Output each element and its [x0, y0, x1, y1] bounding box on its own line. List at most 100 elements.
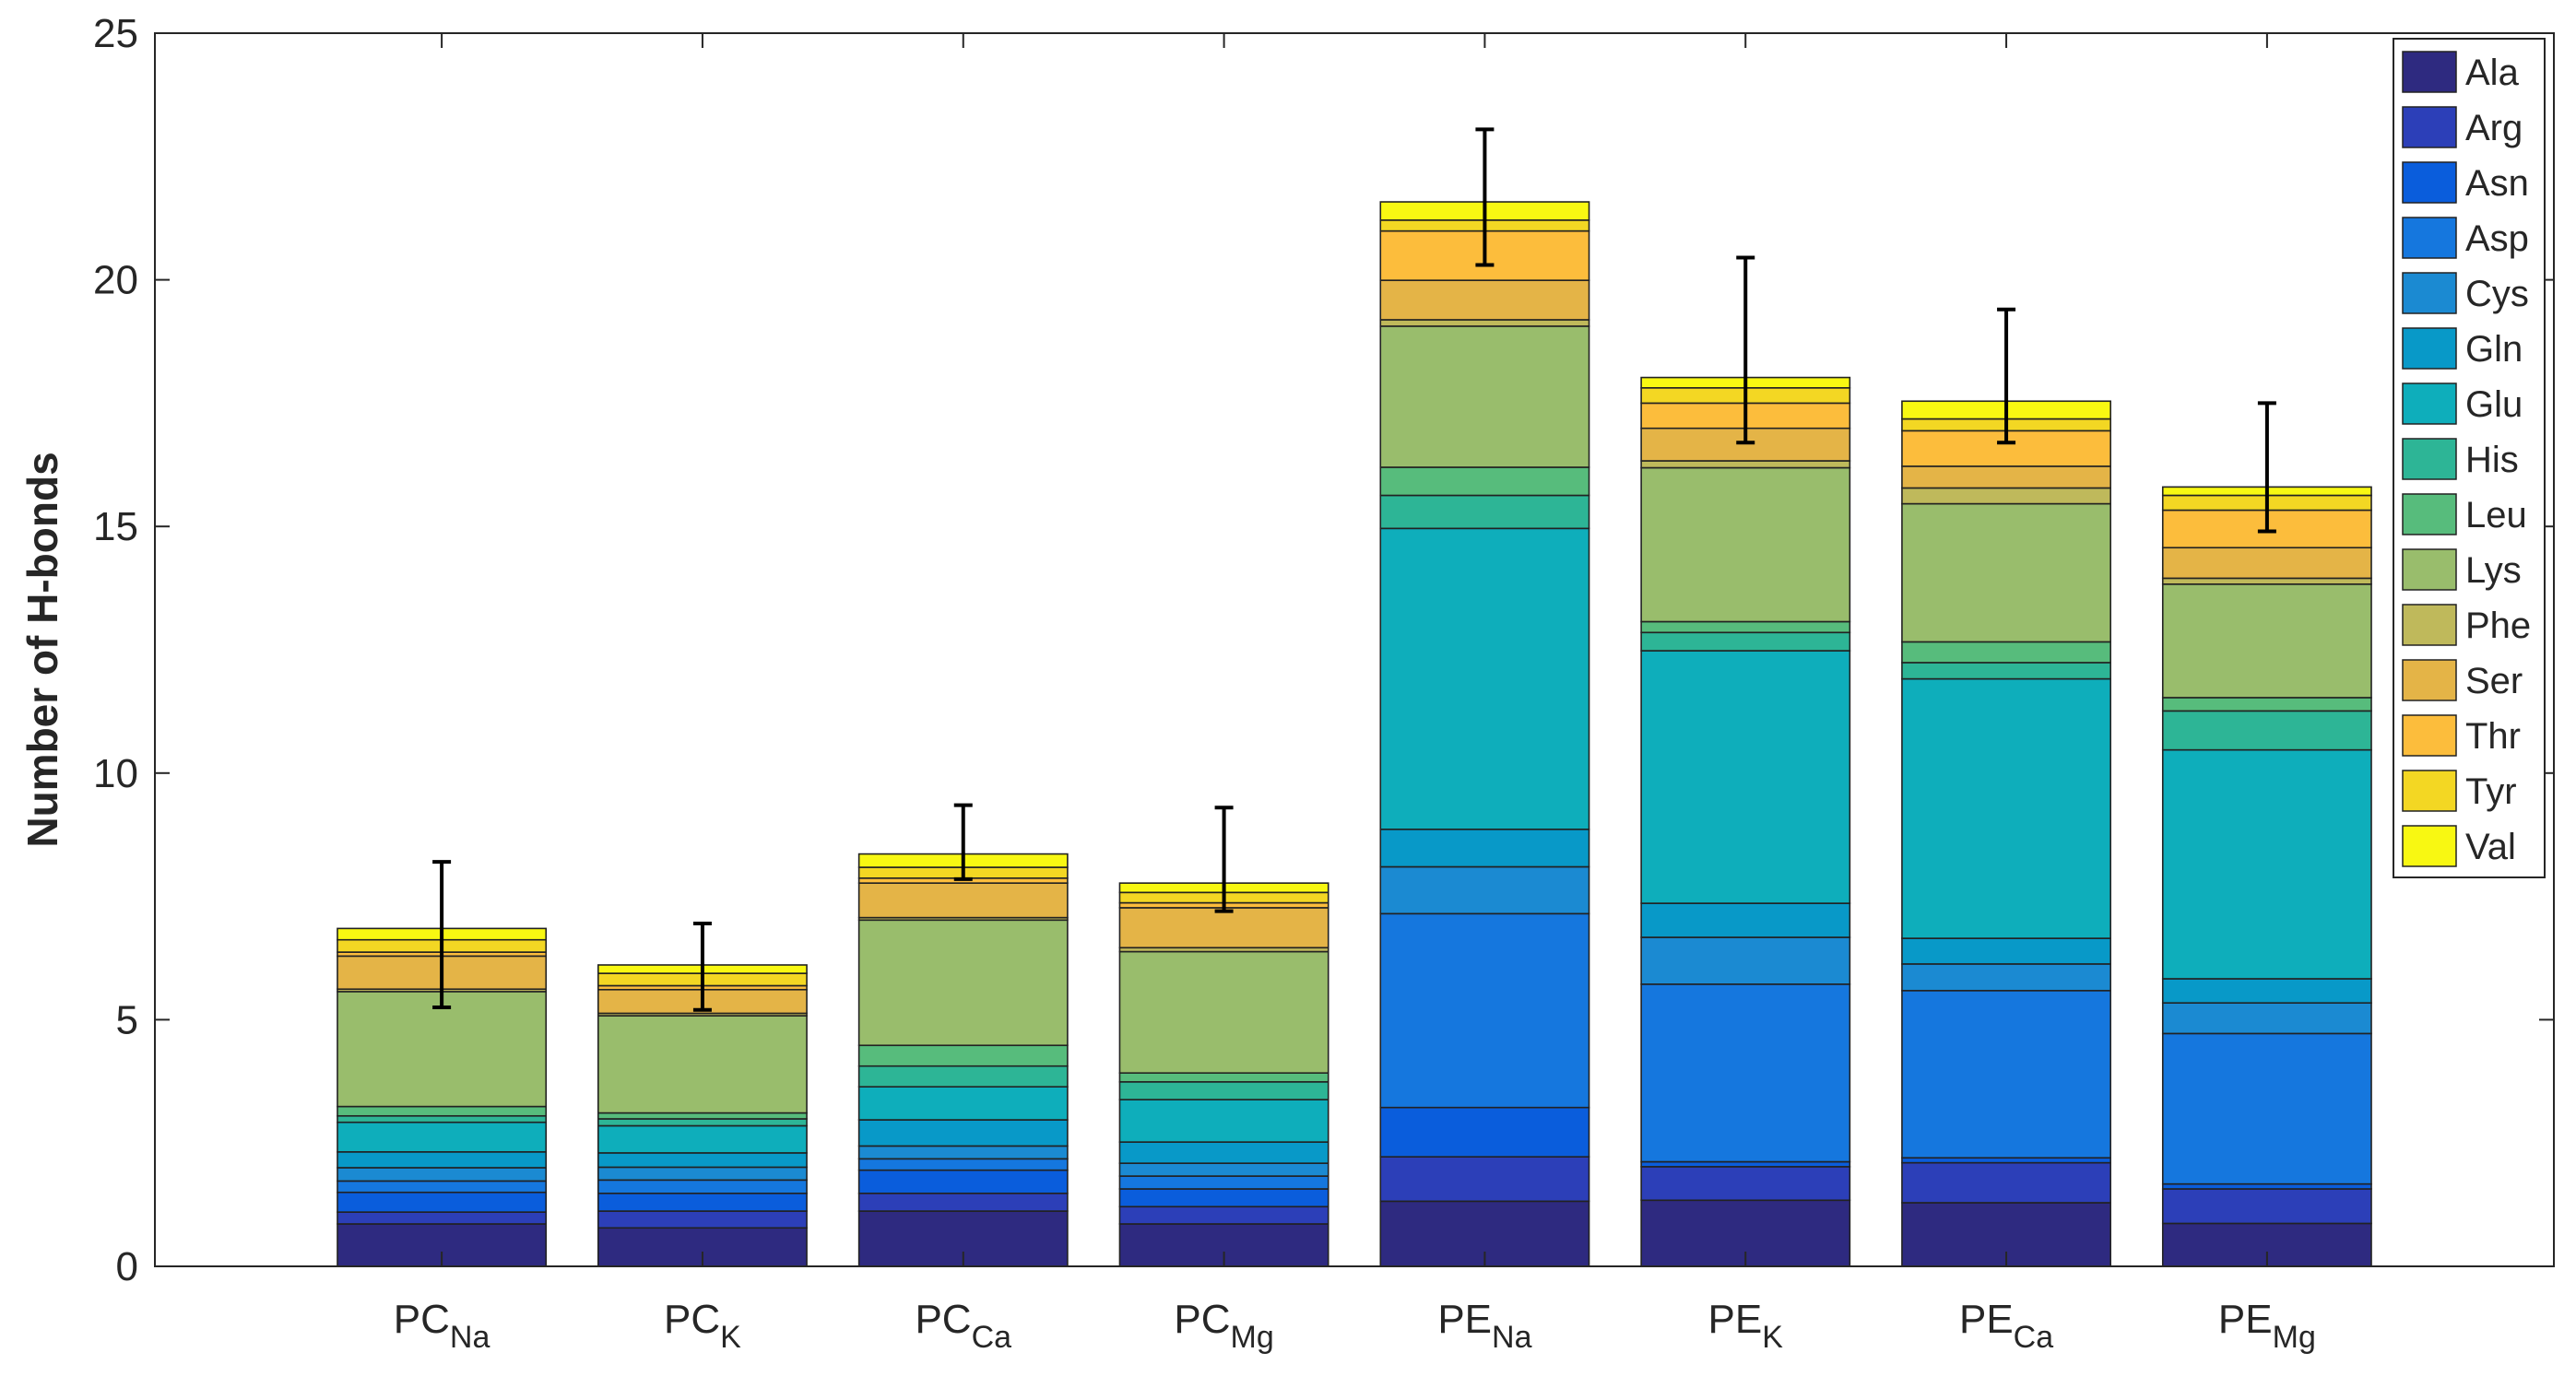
- bar-segment-his-6: [1640, 631, 1851, 652]
- legend-swatch-asn: [2402, 161, 2457, 204]
- bar-segment-ser-4: [1118, 907, 1329, 949]
- legend-label-glu: Glu: [2465, 384, 2523, 425]
- bar-segment-lys-3: [857, 919, 1069, 1047]
- bar-segment-glu-6: [1640, 650, 1851, 904]
- x-tick-label: PENa: [1437, 1297, 1531, 1355]
- legend-label-tyr: Tyr: [2465, 771, 2517, 812]
- bar-segment-phe-6: [1640, 460, 1851, 469]
- x-tick-label: PCMg: [1174, 1297, 1273, 1355]
- bar-segment-ser-7: [1901, 465, 2111, 489]
- bar-segment-arg-1: [337, 1211, 548, 1225]
- x-tick-label: PCCa: [915, 1297, 1011, 1355]
- bar-segment-phe-7: [1901, 487, 2111, 505]
- error-bar-7: [1997, 307, 2016, 445]
- bar-segment-asp-5: [1379, 912, 1590, 1109]
- bar-segment-leu-1: [337, 1105, 548, 1117]
- legend-swatch-val: [2402, 825, 2457, 867]
- legend-swatch-ser: [2402, 659, 2457, 701]
- bar-segment-gln-5: [1379, 829, 1590, 868]
- bar-segment-his-5: [1379, 494, 1590, 530]
- x-tick-label: PCK: [664, 1297, 741, 1355]
- bar-segment-cys-2: [597, 1166, 808, 1182]
- y-tick-label: 0: [116, 1244, 138, 1289]
- y-tick-label: 25: [93, 11, 138, 56]
- y-axis-title: Number of H-bonds: [18, 452, 66, 847]
- error-bar-3: [953, 803, 973, 881]
- bar-segment-arg-3: [857, 1192, 1069, 1212]
- bar-segment-leu-6: [1640, 620, 1851, 634]
- bar-segment-gln-3: [857, 1119, 1069, 1147]
- legend-label-cys: Cys: [2465, 274, 2529, 314]
- x-tick-label: PCNa: [394, 1297, 490, 1355]
- bar-segment-lys-6: [1640, 466, 1851, 623]
- legend-label-ser: Ser: [2465, 661, 2523, 701]
- bar-segment-leu-5: [1379, 466, 1590, 497]
- bar-segment-glu-2: [597, 1124, 808, 1154]
- legend-label-ala: Ala: [2465, 53, 2520, 93]
- error-bar-4: [1214, 806, 1234, 913]
- bar-segment-lys-2: [597, 1015, 808, 1114]
- bar-segment-glu-3: [857, 1086, 1069, 1121]
- bar-segment-asn-6: [1640, 1160, 1851, 1168]
- bar-segment-arg-5: [1379, 1156, 1590, 1203]
- legend-label-phe: Phe: [2465, 606, 2531, 646]
- legend-label-asp: Asp: [2465, 218, 2529, 259]
- bar-segment-asp-7: [1901, 990, 2111, 1159]
- bar-segment-cys-6: [1640, 936, 1851, 985]
- bar-segment-gln-1: [337, 1151, 548, 1169]
- bar-segment-arg-8: [2161, 1188, 2372, 1225]
- bar-segment-lys-7: [1901, 502, 2111, 643]
- error-bar-6: [1736, 255, 1755, 445]
- bar-segment-asp-8: [2161, 1032, 2372, 1185]
- bar-segment-gln-6: [1640, 902, 1851, 938]
- legend-swatch-phe: [2402, 604, 2457, 646]
- bar-segment-asp-6: [1640, 983, 1851, 1163]
- bar-segment-asp-4: [1118, 1175, 1329, 1190]
- plot-background: [155, 33, 2554, 1266]
- bar-segment-asn-3: [857, 1169, 1069, 1194]
- bar-segment-lys-5: [1379, 325, 1590, 468]
- bar-segment-leu-7: [1901, 641, 2111, 664]
- bar-segment-cys-8: [2161, 1002, 2372, 1035]
- error-bar-5: [1475, 127, 1495, 267]
- legend-label-leu: Leu: [2465, 495, 2527, 535]
- bar-segment-asn-5: [1379, 1106, 1590, 1158]
- bar-segment-ser-3: [857, 882, 1069, 919]
- bar-segment-his-8: [2161, 710, 2372, 751]
- bar-segment-asp-3: [857, 1158, 1069, 1171]
- bar-segment-leu-2: [597, 1112, 808, 1120]
- x-tick-label: PEMg: [2218, 1297, 2316, 1355]
- bar-segment-his-1: [337, 1114, 548, 1123]
- plot-area: [155, 33, 2554, 1266]
- legend-swatch-cys: [2402, 272, 2457, 314]
- bar-segment-asp-1: [337, 1180, 548, 1194]
- axes: 0 5 10 15 20 25 PCNa PCK PCCa PCMg PENa PEK PECa PEMg: [93, 11, 2555, 1355]
- bar-segment-gln-8: [2161, 978, 2372, 1004]
- bar-segment-asn-4: [1118, 1188, 1329, 1208]
- bar-segment-cys-3: [857, 1145, 1069, 1160]
- legend-label-thr: Thr: [2465, 716, 2521, 757]
- bar-segment-cys-4: [1118, 1162, 1329, 1177]
- legend-swatch-his: [2402, 438, 2457, 480]
- bar-segment-arg-4: [1118, 1206, 1329, 1225]
- error-bars: [432, 127, 2276, 1012]
- legend: Ala Arg Asn Asp Cys Gln Glu His Leu Lys Phe Ser Thr T…: [2393, 38, 2546, 878]
- bar-segment-asp-2: [597, 1179, 808, 1194]
- bar-segment-leu-4: [1118, 1072, 1329, 1083]
- legend-swatch-thr: [2402, 714, 2457, 757]
- y-tick-label: 20: [93, 258, 138, 303]
- bar-segment-glu-7: [1901, 677, 2111, 939]
- legend-swatch-glu: [2402, 382, 2457, 425]
- error-bar-1: [432, 860, 452, 1010]
- legend-label-arg: Arg: [2465, 108, 2523, 148]
- legend-label-asn: Asn: [2465, 163, 2529, 204]
- bar-segment-phe-5: [1379, 319, 1590, 327]
- legend-swatch-tyr: [2402, 770, 2457, 812]
- legend-label-gln: Gln: [2465, 329, 2523, 370]
- bar-segment-asn-1: [337, 1191, 548, 1213]
- legend-swatch-lys: [2402, 548, 2457, 591]
- bar-segment-glu-1: [337, 1121, 548, 1153]
- bar-segment-ser-8: [2161, 547, 2372, 580]
- y-tick-label: 10: [93, 751, 138, 796]
- x-tick-label: PECa: [1959, 1297, 2053, 1355]
